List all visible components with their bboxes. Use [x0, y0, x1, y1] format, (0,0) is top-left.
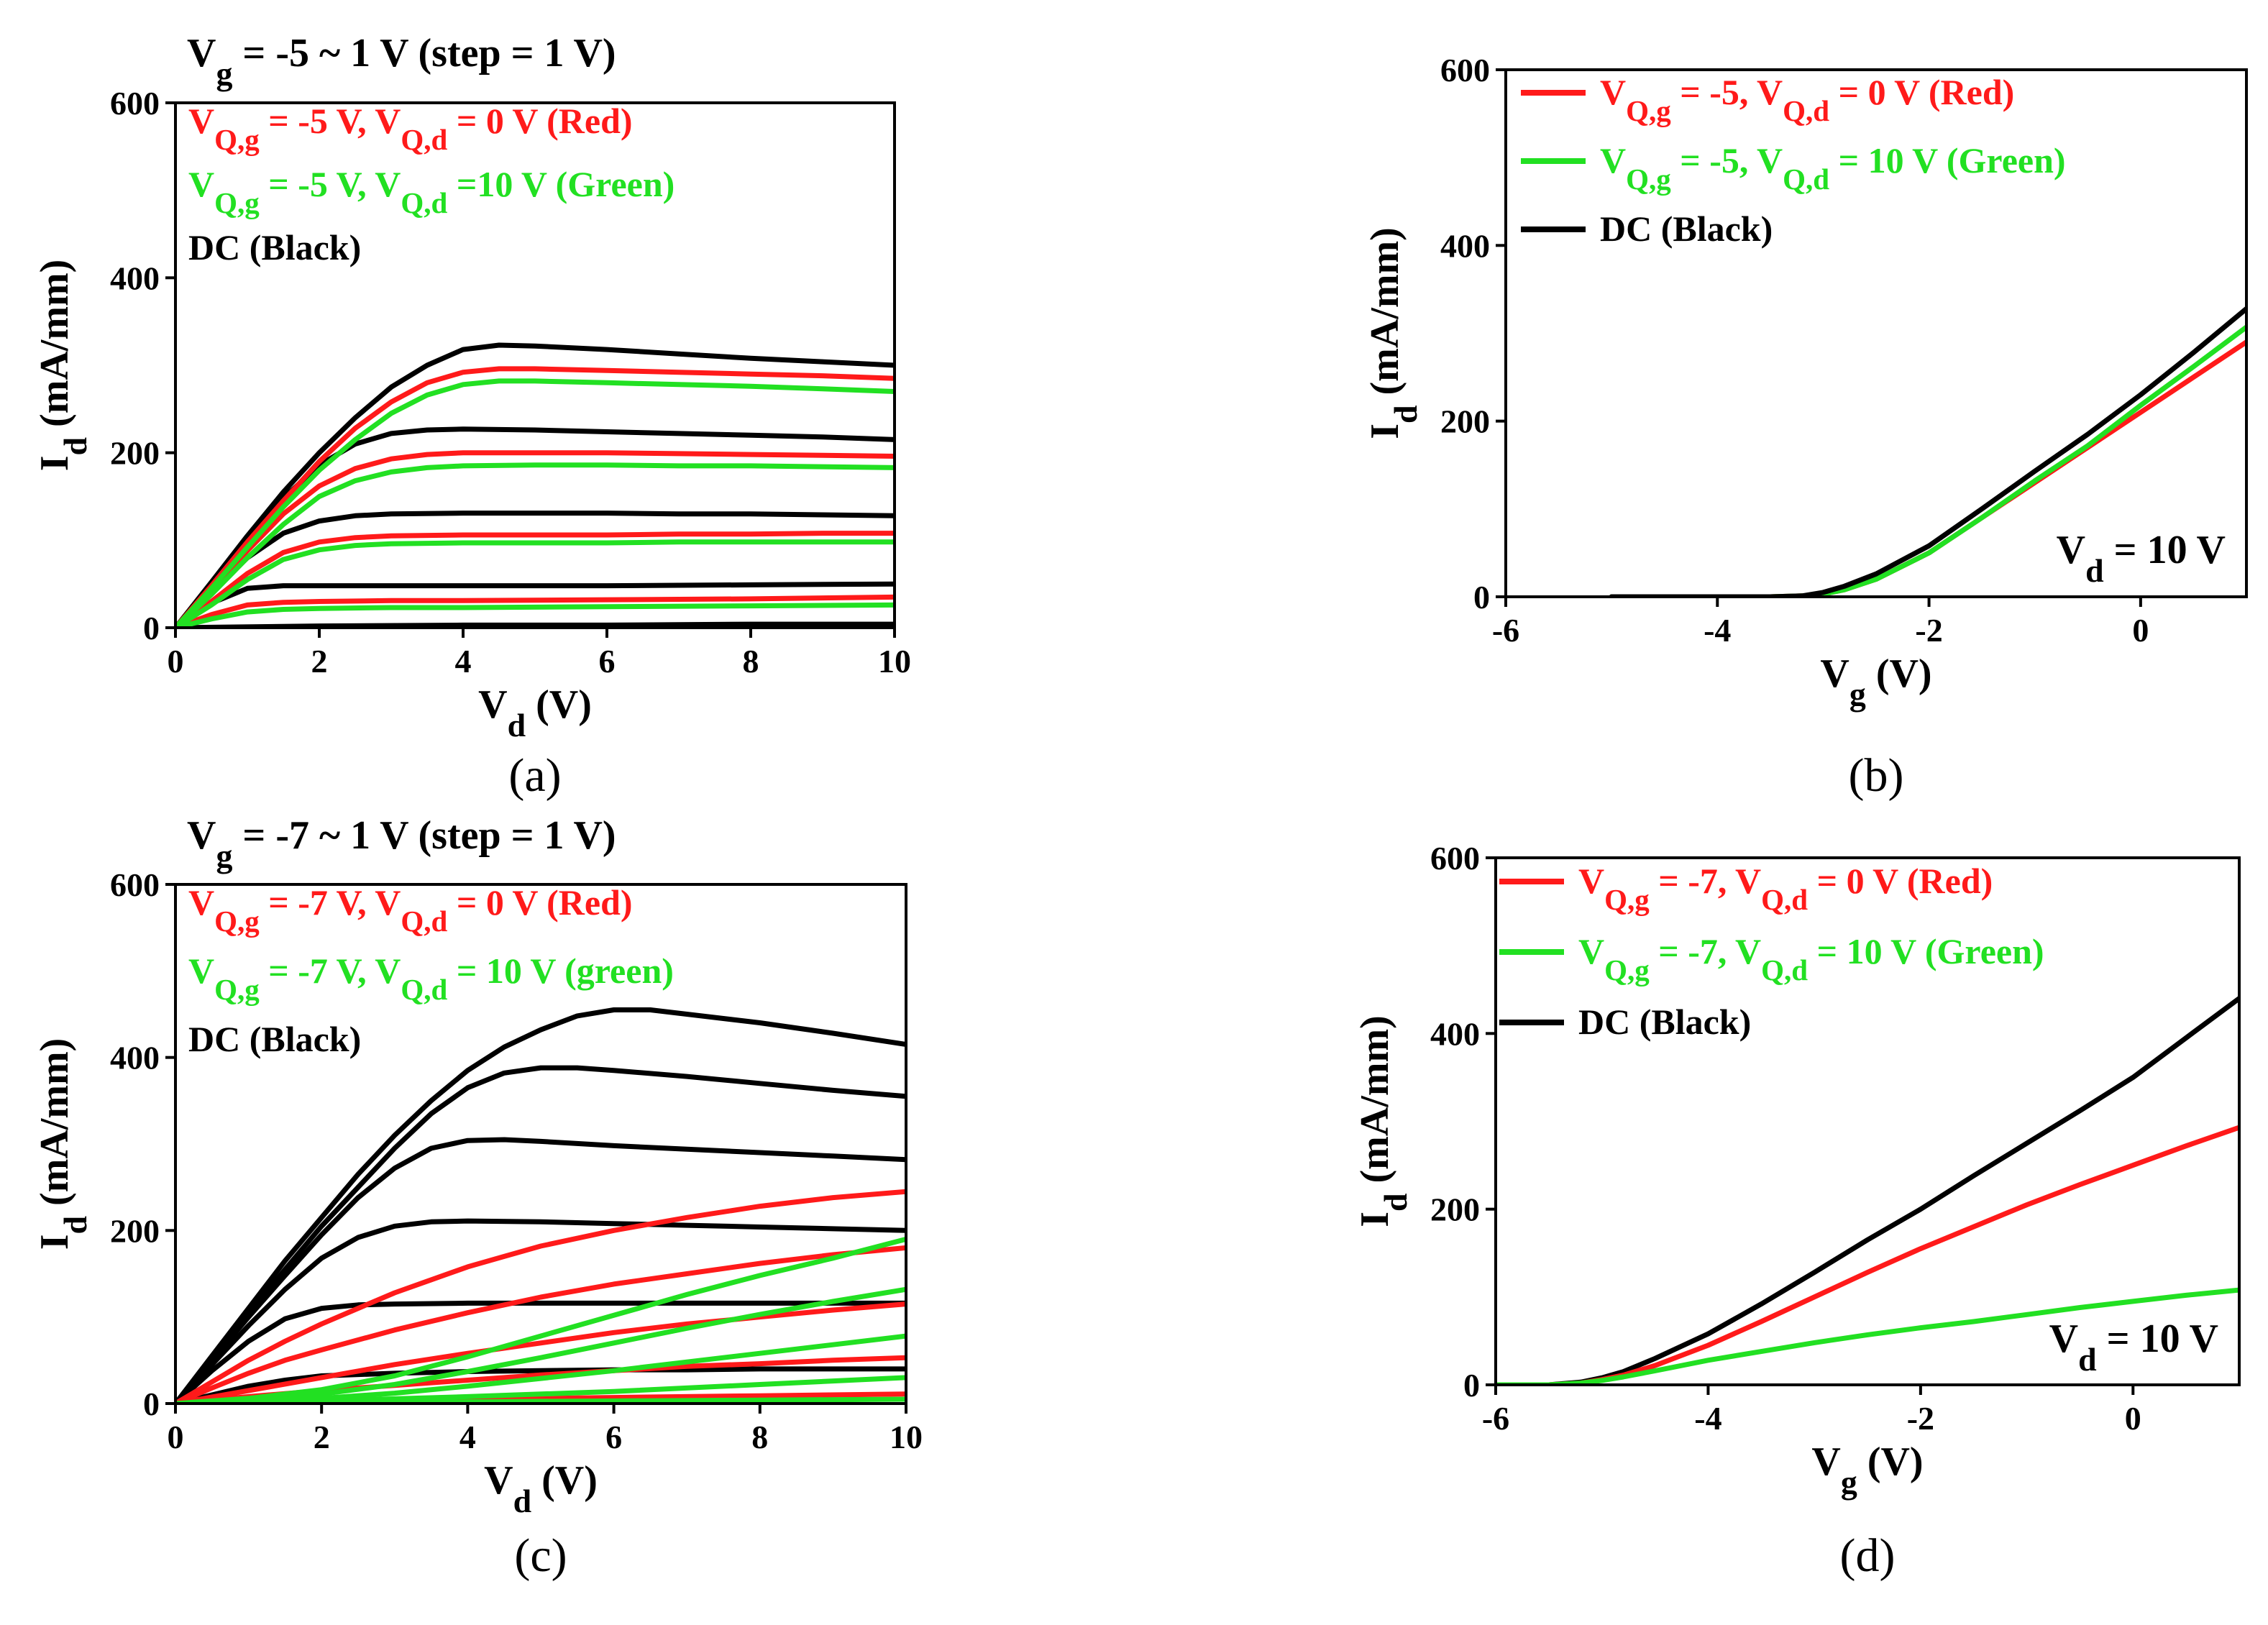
- x-tick-label: 0: [2125, 1400, 2141, 1437]
- series-line-red-vg=1: [175, 366, 895, 628]
- panel-label: (b): [1849, 749, 1904, 802]
- x-tick-label: 0: [168, 643, 184, 679]
- legend-entry: DC (Black): [188, 227, 361, 267]
- legend-entry: VQ,g = -5 V, VQ,d =10 V (Green): [188, 164, 675, 219]
- x-tick-label: 6: [599, 643, 616, 679]
- series-line-dc-vg=1: [175, 1007, 906, 1404]
- x-tick-label: 2: [314, 1419, 330, 1455]
- x-tick-label: -2: [1907, 1400, 1934, 1437]
- series-line-red-vg=-1: [175, 531, 895, 628]
- x-tick-label: -4: [1704, 612, 1731, 649]
- panel-label: (d): [1840, 1529, 1896, 1582]
- chart-panel-a: 0 2 4 6 8 10 0 200 400 600 Vd (V) Id (mA/mm) Vg = -5…: [32, 31, 911, 802]
- x-tick-label: 6: [605, 1419, 622, 1455]
- x-tick-label: 10: [878, 643, 911, 679]
- x-tick-label: 2: [311, 643, 328, 679]
- x-tick-label: -6: [1492, 612, 1519, 649]
- legend-entry: VQ,g = -7, VQ,d = 10 V (Green): [1578, 931, 2044, 987]
- x-tick-label: 4: [455, 643, 472, 679]
- x-tick-label: 8: [743, 643, 759, 679]
- y-tick-label: 200: [110, 435, 160, 472]
- chart-panel-c: 0 2 4 6 8 10 0 200 400 600 Vd (V) Id (mA/mm) Vg = -7…: [32, 813, 923, 1582]
- series-line-dc-vg=-2: [175, 1218, 906, 1404]
- x-tick-label: 0: [168, 1419, 184, 1455]
- series-line-dc-vg=-3: [175, 1300, 906, 1404]
- y-tick-label: 0: [143, 1386, 160, 1422]
- x-tick-label: -4: [1694, 1400, 1721, 1437]
- x-tick-label: -2: [1915, 612, 1942, 649]
- series-line-green-vg=0: [175, 1286, 906, 1404]
- series-line-red-vg=-1: [175, 1301, 906, 1404]
- legend-entry: DC (Black): [1578, 1002, 1751, 1042]
- legend-entry: DC (Black): [188, 1019, 361, 1059]
- y-tick-label: 0: [143, 610, 160, 646]
- plot-frame: [174, 101, 896, 629]
- x-tick-label: -6: [1482, 1400, 1509, 1437]
- series-line-green-vg=-2: [175, 602, 895, 628]
- chart-panel-b: -6 -4 -2 0 0 200 400 600 Vg (V) Id (mA/mm) VQ,g = …: [1363, 52, 2248, 802]
- series-line-red-vg=1: [175, 1189, 906, 1404]
- x-tick-label: 10: [890, 1419, 923, 1455]
- y-axis-title: Id (mA/mm): [32, 260, 93, 472]
- y-tick-label: 600: [110, 85, 160, 122]
- legend-entry: DC (Black): [1600, 209, 1773, 249]
- series-group: [175, 342, 895, 628]
- y-axis-title: Id (mA/mm): [1353, 1015, 1414, 1227]
- y-tick-label: 400: [110, 1040, 160, 1076]
- y-tick-label: 400: [1430, 1015, 1480, 1052]
- series-line-dc-vg=0: [175, 1065, 906, 1404]
- x-tick-label: 0: [2132, 612, 2149, 649]
- y-tick-label: 400: [1440, 227, 1490, 264]
- series-line-red-vg=0: [175, 1245, 906, 1404]
- plot-frame: [174, 883, 907, 1405]
- x-tick-label: 8: [751, 1419, 768, 1455]
- series-line-green-vg=1: [175, 378, 895, 628]
- series-line-red-vg=0: [175, 450, 895, 628]
- y-tick-label: 600: [1430, 840, 1480, 876]
- series-line-green-vg=0: [175, 462, 895, 628]
- y-tick-label: 400: [110, 260, 160, 296]
- x-axis-title: Vg (V): [1820, 651, 1931, 713]
- legend-entry: VQ,g = -7 V, VQ,d = 0 V (Red): [188, 882, 633, 938]
- series-line-dc-vg=1: [175, 342, 895, 628]
- y-axis-title: Id (mA/mm): [32, 1038, 93, 1250]
- series-line-green: [1496, 1287, 2239, 1385]
- panel-label: (a): [508, 749, 561, 802]
- series-line-dc-vg=-1: [175, 1137, 906, 1404]
- vd-annotation: Vd = 10 V: [2057, 528, 2226, 589]
- chart-title: Vg = -5 ~ 1 V (step = 1 V): [187, 31, 616, 92]
- x-tick-label: 4: [459, 1419, 476, 1455]
- chart-panel-d: -6 -4 -2 0 0 200 400 600 Vg (V) Id (mA/mm) VQ,g = …: [1353, 840, 2241, 1582]
- series-line-green-vg=1: [175, 1236, 906, 1404]
- legend-entry: VQ,g = -7, VQ,d = 0 V (Red): [1578, 861, 1993, 916]
- y-tick-label: 0: [1463, 1367, 1480, 1404]
- plot-frame: [1494, 856, 2241, 1386]
- chart-title: Vg = -7 ~ 1 V (step = 1 V): [187, 813, 616, 874]
- legend-entry: VQ,g = -5, VQ,d = 0 V (Red): [1600, 72, 2014, 127]
- x-axis-title: Vd (V): [484, 1458, 598, 1519]
- x-axis-title: Vd (V): [478, 682, 592, 743]
- y-tick-label: 200: [1440, 403, 1490, 440]
- x-axis-title: Vg (V): [1811, 1439, 1923, 1501]
- y-tick-label: 600: [110, 866, 160, 903]
- series-group: [1496, 996, 2239, 1385]
- plot-frame: [1504, 68, 2248, 598]
- legend-entry: VQ,g = -7 V, VQ,d = 10 V (green): [188, 951, 674, 1006]
- panel-label: (c): [514, 1529, 567, 1582]
- series-line-red-vg=-2: [175, 594, 895, 628]
- legend-entry: VQ,g = -5, VQ,d = 10 V (Green): [1600, 140, 2066, 196]
- series-line-green-vg=-1: [175, 539, 895, 628]
- series-line-dc-vg=-2: [175, 581, 895, 628]
- y-tick-label: 200: [110, 1212, 160, 1249]
- vd-annotation: Vd = 10 V: [2049, 1317, 2218, 1378]
- y-tick-label: 0: [1473, 579, 1490, 615]
- legend-entry: VQ,g = -5 V, VQ,d = 0 V (Red): [188, 101, 633, 156]
- y-tick-label: 600: [1440, 52, 1490, 88]
- y-tick-label: 200: [1430, 1191, 1480, 1228]
- y-axis-title: Id (mA/mm): [1363, 227, 1424, 439]
- series-group: [175, 1007, 906, 1404]
